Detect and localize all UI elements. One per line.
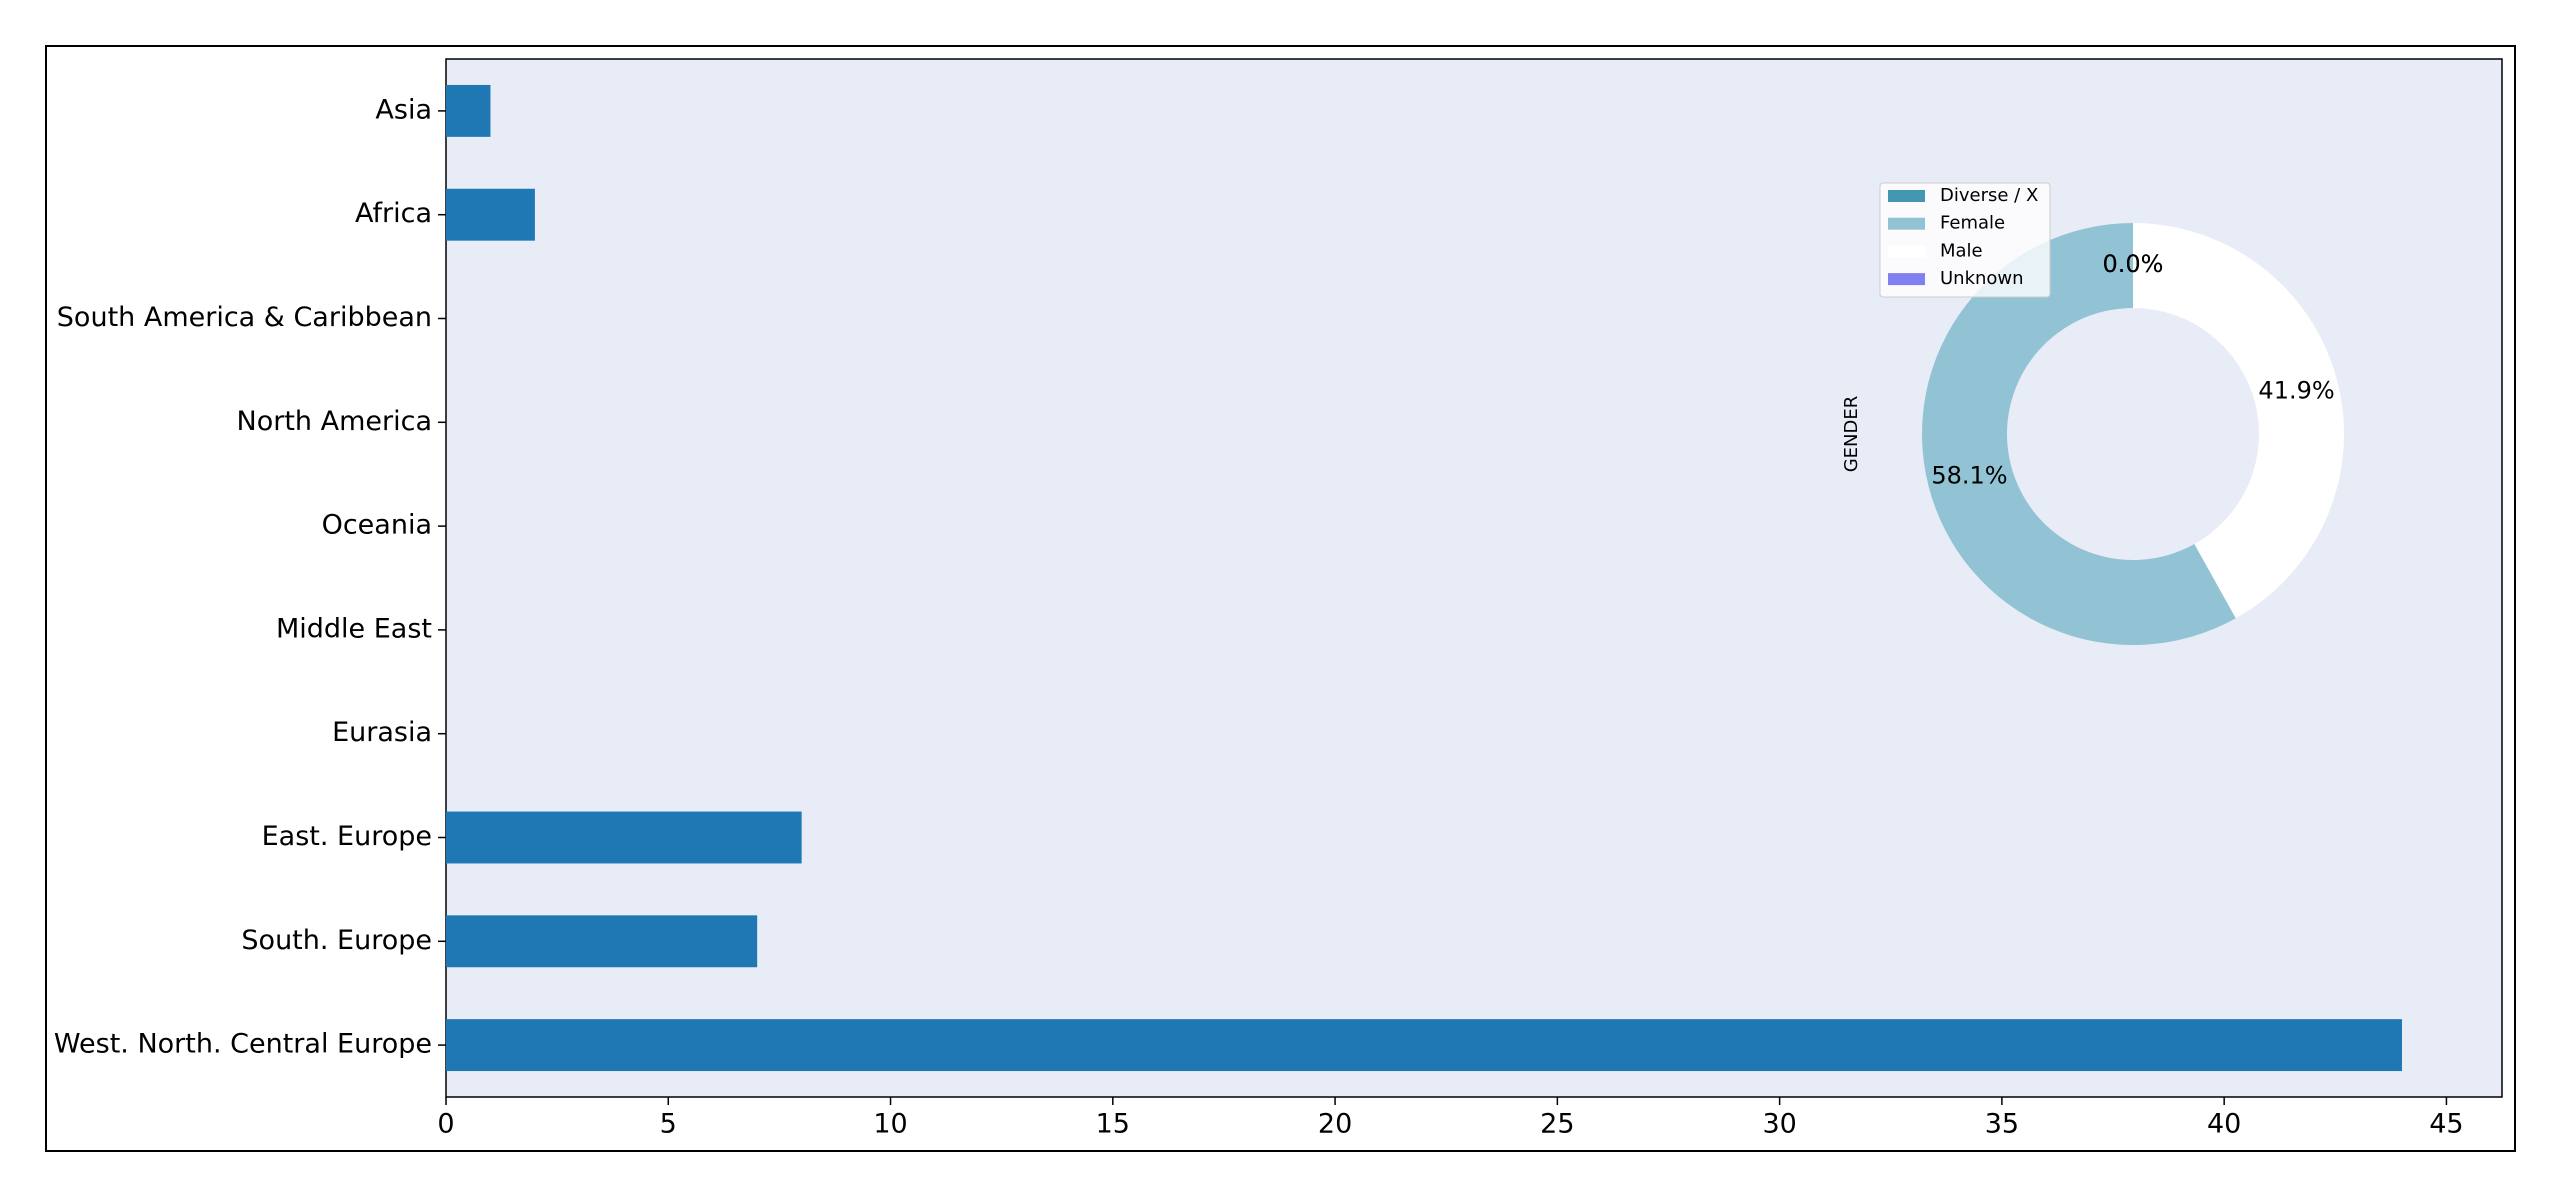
legend-label: Male (1940, 240, 1983, 261)
bar (446, 1019, 2402, 1072)
legend-swatch (1888, 190, 1925, 202)
x-tick-label: 5 (660, 1109, 677, 1140)
pie-wedge (1922, 223, 2236, 645)
x-tick-label: 45 (2429, 1109, 2463, 1140)
legend-label: Diverse / X (1940, 185, 2038, 206)
y-tick-label: South America & Caribbean (57, 302, 432, 333)
y-tick-label: Middle East (276, 613, 432, 644)
pie-value-label: 58.1% (1931, 462, 2007, 490)
legend-swatch (1888, 217, 1925, 230)
y-tick-label: Asia (375, 94, 432, 125)
bar (446, 84, 491, 137)
pie-value-label: 0.0% (2103, 250, 2164, 278)
pie-axis-label: GENDER (1841, 396, 1862, 473)
y-tick-label: South. Europe (241, 925, 432, 956)
x-tick-label: 20 (1318, 1109, 1352, 1140)
x-tick-label: 30 (1762, 1109, 1796, 1140)
y-tick-label: North America (237, 406, 432, 437)
pie-wedge (2133, 223, 2345, 619)
y-tick-label: Africa (355, 198, 432, 229)
bar (446, 915, 758, 968)
x-tick-label: 25 (1540, 1109, 1574, 1140)
y-tick-label: Oceania (322, 510, 432, 541)
bar (446, 811, 802, 864)
x-tick-label: 10 (873, 1109, 907, 1140)
pie-value-label: 0.0% (2103, 250, 2164, 278)
legend-label: Female (1940, 213, 2005, 234)
bar (446, 188, 535, 241)
x-tick-label: 35 (1985, 1109, 2019, 1140)
x-tick-label: 15 (1096, 1109, 1130, 1140)
legend-label: Unknown (1940, 268, 2024, 289)
pie-value-label: 41.9% (2258, 376, 2334, 404)
y-tick-label: West. North. Central Europe (54, 1029, 432, 1060)
legend-swatch (1888, 245, 1925, 258)
legend-swatch (1888, 273, 1925, 286)
legend-box (1879, 182, 2051, 298)
y-tick-label: East. Europe (262, 821, 432, 852)
y-tick-label: Eurasia (332, 717, 432, 748)
x-tick-label: 0 (437, 1109, 454, 1140)
x-tick-label: 40 (2207, 1109, 2241, 1140)
